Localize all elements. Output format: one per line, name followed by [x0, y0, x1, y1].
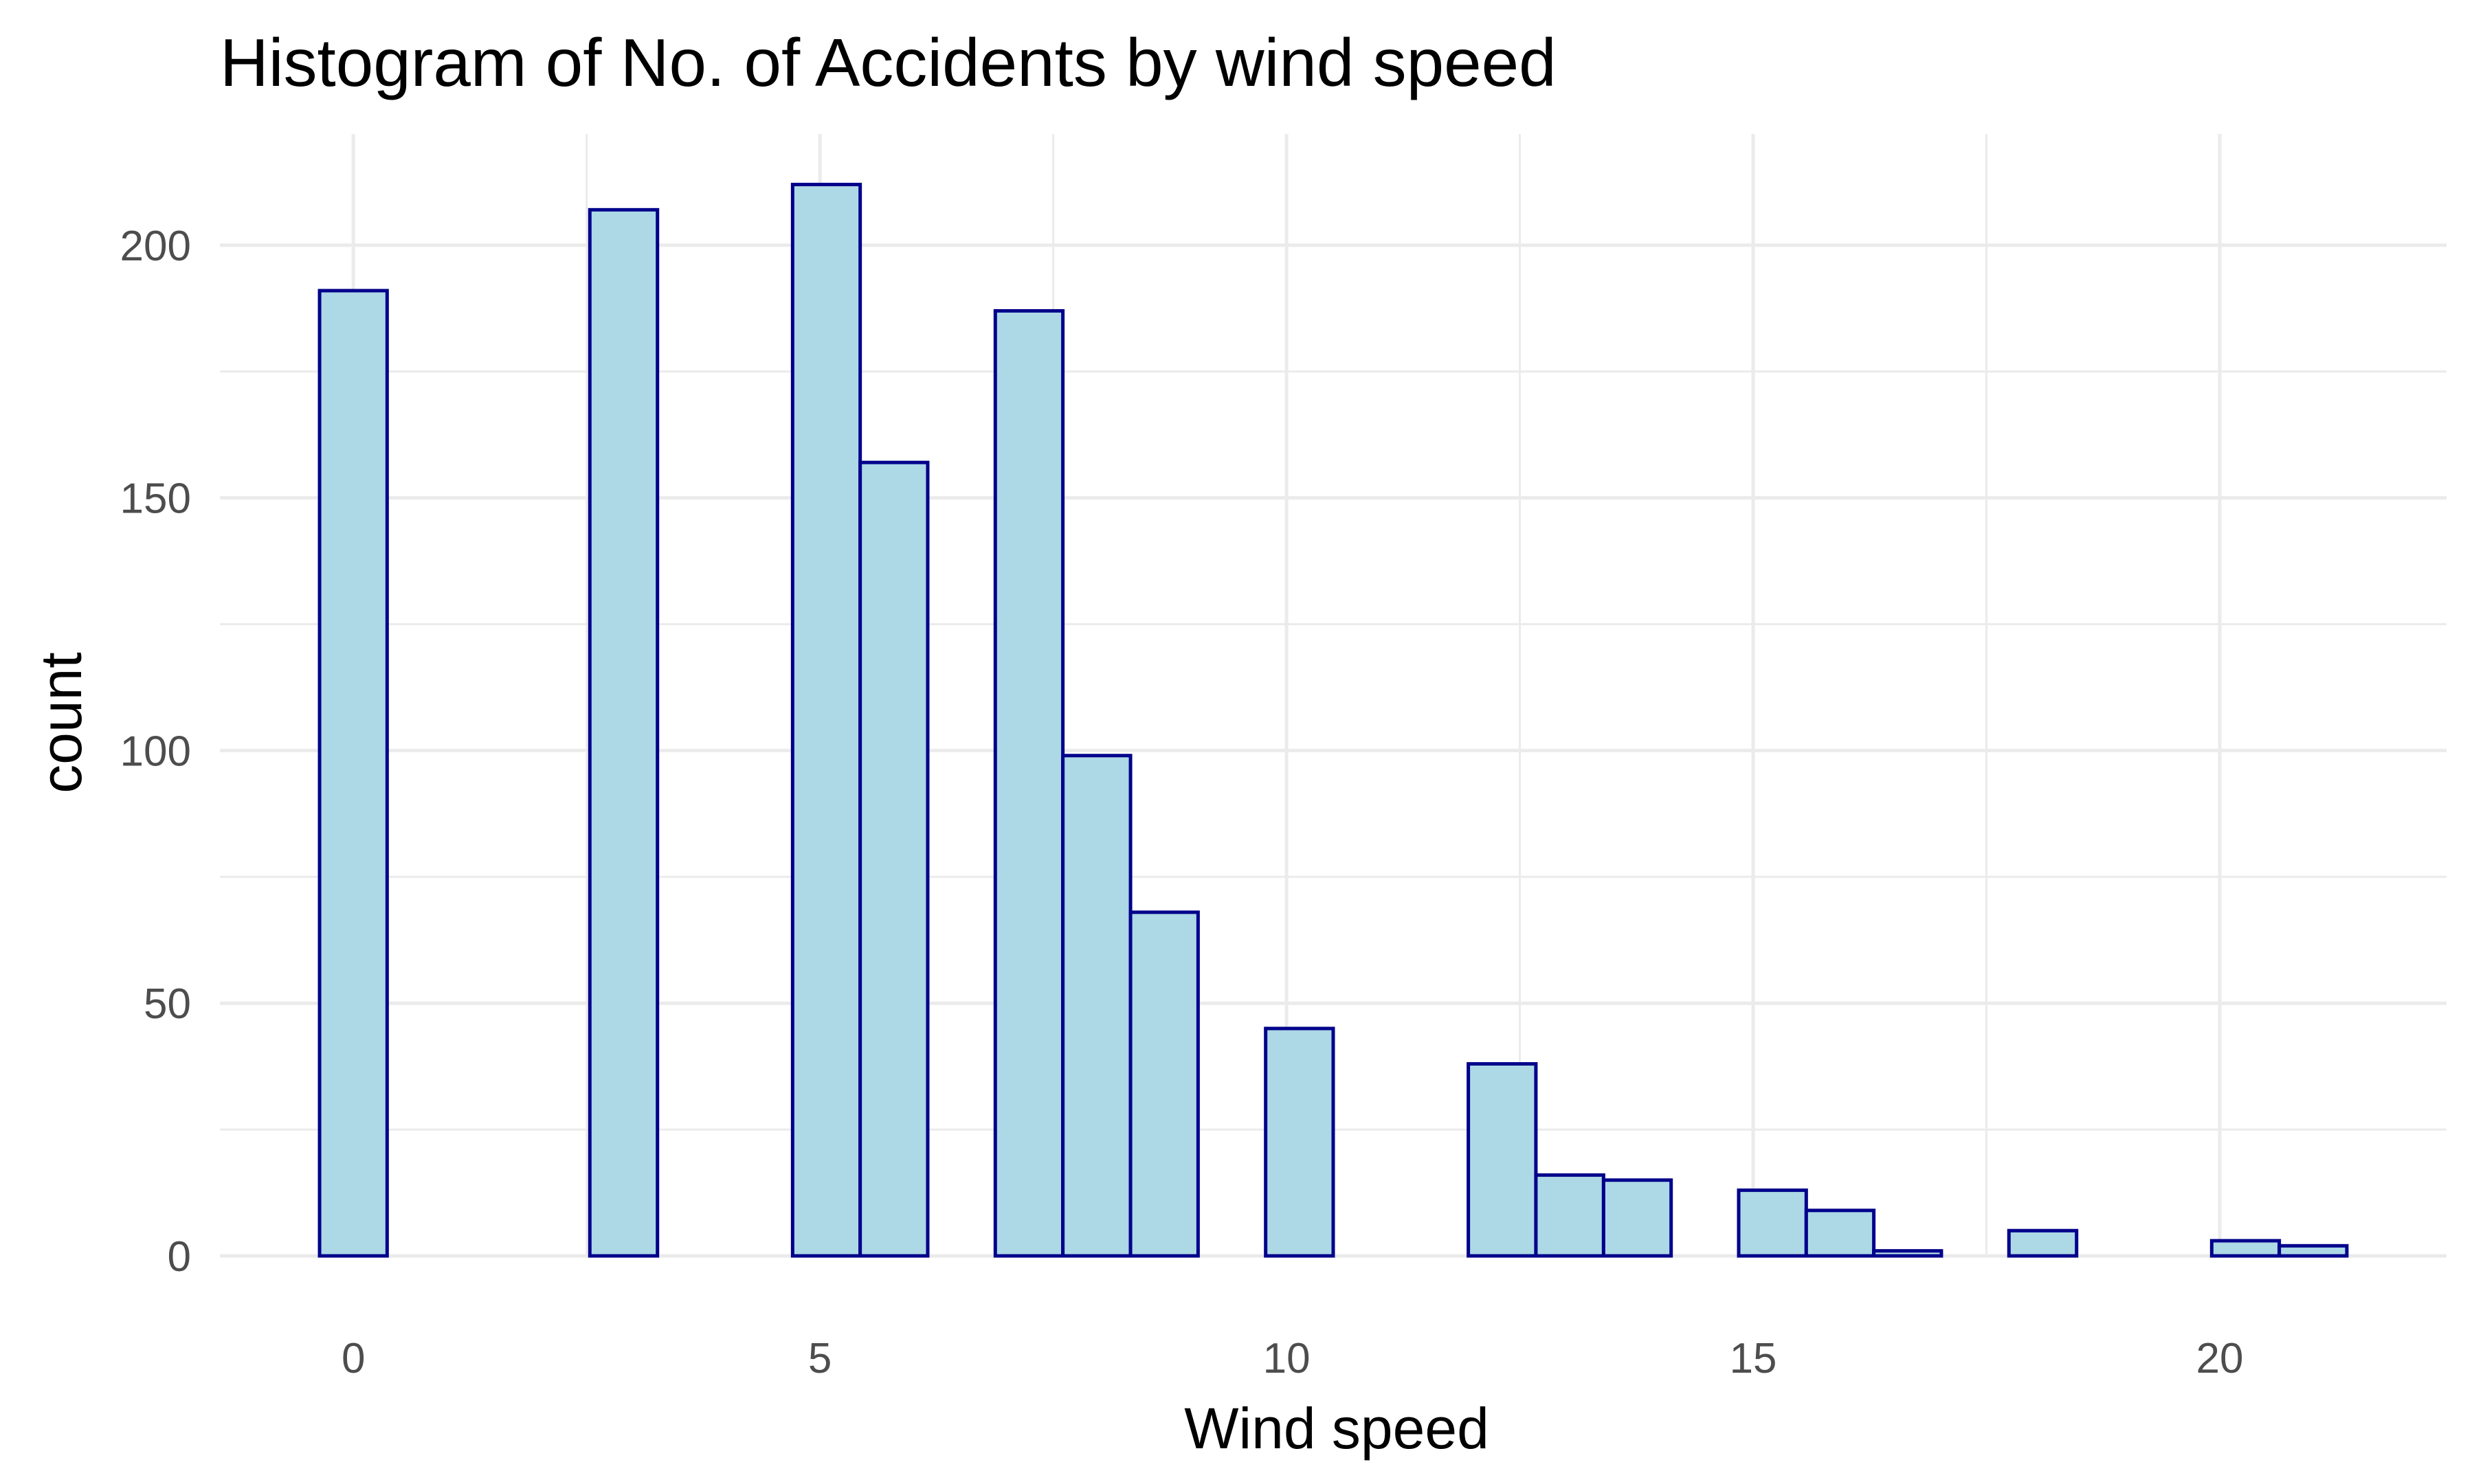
y-tick-label: 200 — [120, 223, 191, 270]
histogram-bar — [2209, 1239, 2282, 1258]
histogram-bar — [1061, 754, 1133, 1258]
bars — [317, 183, 2349, 1258]
x-axis-title: Wind speed — [1184, 1396, 1489, 1461]
y-axis-ticks: 0 50 100 150 200 — [120, 223, 191, 1281]
x-tick-label: 15 — [1730, 1335, 1777, 1382]
histogram-bar — [317, 289, 389, 1258]
histogram-bar — [1128, 910, 1200, 1258]
x-tick-label: 10 — [1263, 1335, 1311, 1382]
histogram-bar — [588, 207, 660, 1258]
histogram-bar — [1601, 1178, 1673, 1258]
histogram-bar — [790, 183, 862, 1258]
y-tick-label: 150 — [120, 475, 191, 523]
y-tick-label: 0 — [168, 1233, 191, 1281]
x-tick-label: 5 — [808, 1335, 832, 1382]
x-tick-label: 0 — [342, 1335, 365, 1382]
histogram-bar — [2007, 1228, 2079, 1258]
histogram-bar — [1804, 1208, 1876, 1258]
histogram-bar — [993, 308, 1065, 1258]
y-axis-title: count — [29, 652, 93, 794]
histogram-bar — [858, 460, 930, 1258]
x-axis-ticks: 0 5 10 15 20 — [342, 1335, 2244, 1382]
histogram-bar — [1467, 1061, 1538, 1258]
histogram-bar — [1737, 1188, 1808, 1258]
histogram-bar — [1264, 1026, 1335, 1258]
histogram-bar — [2277, 1244, 2349, 1258]
histogram-bar — [1872, 1249, 1943, 1258]
y-tick-label: 100 — [120, 728, 191, 775]
y-tick-label: 50 — [144, 980, 191, 1028]
chart-title: Histogram of No. of Accidents by wind sp… — [220, 25, 1557, 100]
histogram-bar — [1534, 1173, 1605, 1258]
x-tick-label: 20 — [2196, 1335, 2244, 1382]
